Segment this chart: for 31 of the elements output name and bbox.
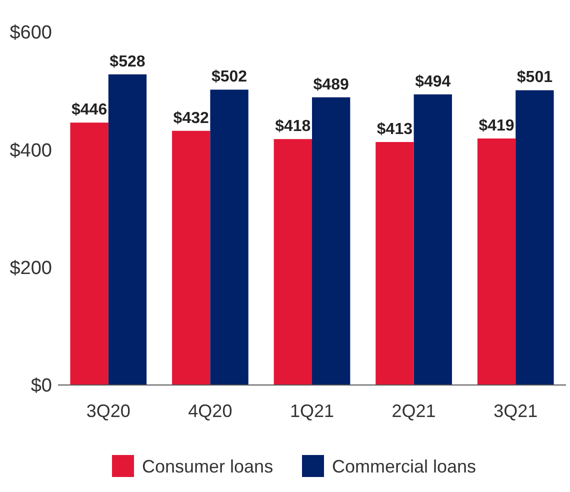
bar: [108, 74, 147, 385]
bar: [477, 138, 516, 385]
bar: [516, 90, 554, 385]
bar: [172, 130, 210, 385]
x-tick-label: 2Q21: [392, 401, 436, 421]
x-tick-label: 4Q20: [188, 401, 232, 421]
data-label: $413: [376, 121, 413, 138]
bar: [414, 94, 452, 385]
data-label: $528: [110, 53, 146, 70]
y-tick-label: $600: [10, 22, 52, 44]
bar: [70, 122, 108, 385]
x-tick-label: 3Q20: [86, 401, 130, 421]
data-label: $501: [516, 69, 553, 86]
bar: [210, 90, 248, 385]
bar: [376, 142, 414, 385]
y-tick-label: $400: [10, 140, 52, 162]
y-tick-label: $200: [10, 258, 52, 279]
data-label: $494: [415, 73, 451, 90]
data-label: $489: [313, 76, 349, 94]
x-tick-label: 1Q21: [290, 401, 334, 421]
legend-label: Commercial loans: [332, 456, 476, 476]
data-label: $419: [478, 117, 514, 134]
x-tick-label: 3Q21: [494, 401, 538, 421]
legend-label: Consumer loans: [142, 456, 274, 476]
bar: [274, 139, 312, 385]
bar: [312, 97, 350, 385]
data-label: $432: [173, 110, 210, 127]
data-label: $502: [211, 68, 248, 86]
data-label: $418: [275, 118, 311, 136]
data-label: $446: [72, 102, 108, 119]
y-tick-label: $0: [30, 376, 52, 397]
